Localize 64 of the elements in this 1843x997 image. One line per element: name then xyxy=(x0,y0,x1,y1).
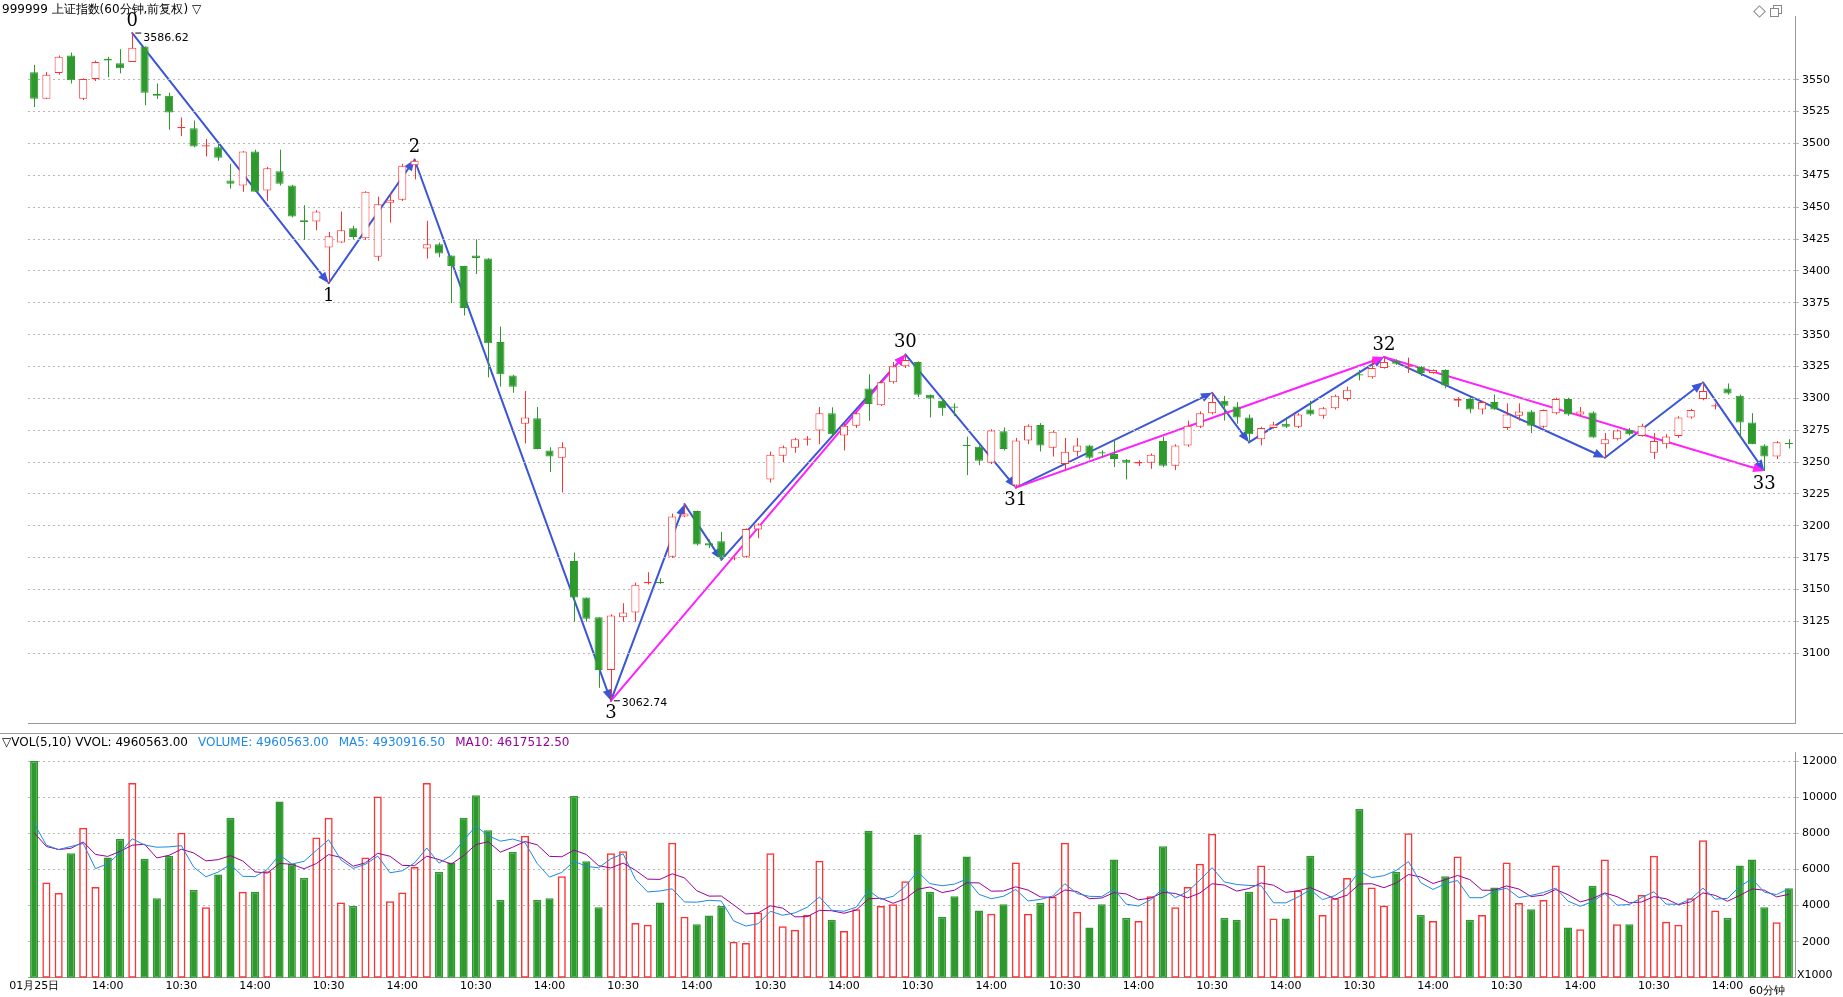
y-tick-label: 3100 xyxy=(1802,646,1830,660)
y-tick-label: 3500 xyxy=(1802,136,1830,150)
y-tick-label: 3425 xyxy=(1802,231,1830,245)
x-tick-label: 14:00 xyxy=(1122,979,1155,993)
x-tick-label: 10:30 xyxy=(460,979,492,993)
x-tick-label: 10:30 xyxy=(901,979,934,993)
x-tick-label: 10:30 xyxy=(607,979,639,993)
y-tick-label: 3400 xyxy=(1802,263,1830,277)
y-tick-label: 3450 xyxy=(1802,200,1830,214)
annotation: 3062.74 xyxy=(621,695,668,709)
x-tick-label: 14:00 xyxy=(1269,979,1302,993)
y-tick-label: 3475 xyxy=(1802,168,1830,182)
text: VOLUME: 4960563.00 xyxy=(197,735,329,749)
y-tick-label: 3225 xyxy=(1802,486,1830,500)
text: MA10: 4617512.50 xyxy=(455,735,570,749)
annotation: 3 xyxy=(605,701,617,723)
y-tick-label: 3300 xyxy=(1802,391,1830,405)
x-tick-label: 14:00 xyxy=(533,979,566,993)
y-tick-label: 3550 xyxy=(1802,72,1830,86)
y-tick-label: 10000 xyxy=(1802,790,1837,804)
y-tick-label: 3375 xyxy=(1802,295,1830,309)
annotation: 1 xyxy=(322,283,335,305)
y-tick-label: 6000 xyxy=(1802,862,1830,876)
text: MA5: 4930916.50 xyxy=(338,735,446,749)
y-tick-label: 3250 xyxy=(1802,454,1830,468)
y-tick-label: 4000 xyxy=(1802,898,1830,912)
y-tick-label: 3275 xyxy=(1802,423,1830,437)
x-tick-label: 01月25日 xyxy=(9,979,60,993)
y-tick-label: 3125 xyxy=(1802,614,1830,628)
x-tick-label: 14:00 xyxy=(828,979,860,993)
y-tick-label: 3525 xyxy=(1802,104,1830,118)
x-tick-label: 14:00 xyxy=(975,979,1008,993)
y-tick-label: 3175 xyxy=(1802,550,1830,564)
annotation: 3586.62 xyxy=(143,30,189,44)
y-tick-label: 3350 xyxy=(1802,327,1830,341)
x-tick-label: 10:30 xyxy=(1343,979,1376,993)
chart-title: ▽VOL(5,10) VVOL: 4960563.00 xyxy=(2,735,188,749)
x-tick-label: 10:30 xyxy=(1049,979,1081,993)
annotation: 32 xyxy=(1372,332,1396,354)
x-tick-label: 14:00 xyxy=(386,979,419,993)
x-tick-label: 14:00 xyxy=(239,979,271,993)
y-tick-label: 8000 xyxy=(1802,826,1830,840)
x-tick-label: 14:00 xyxy=(680,979,713,993)
y-tick-label: 12000 xyxy=(1802,753,1837,767)
x-tick-label: 14:00 xyxy=(91,979,124,993)
x-tick-label: 14:00 xyxy=(1417,979,1449,993)
text: X1000 xyxy=(1797,968,1833,981)
x-tick-label: 10:30 xyxy=(312,979,345,993)
y-tick-label: 3200 xyxy=(1802,518,1830,532)
annotation: 31 xyxy=(1004,488,1028,510)
annotation: 33 xyxy=(1752,471,1776,493)
x-tick-label: 10:30 xyxy=(1490,979,1523,993)
x-tick-label: 10:30 xyxy=(165,979,198,993)
x-tick-label: 10:30 xyxy=(1638,979,1670,993)
x-tick-label: 14:00 xyxy=(1564,979,1597,993)
y-tick-label: 2000 xyxy=(1802,934,1830,948)
annotation: 30 xyxy=(893,330,917,352)
y-tick-label: 3325 xyxy=(1802,359,1830,373)
x-tick-label: 10:30 xyxy=(754,979,787,993)
x-tick-label: 14:00 xyxy=(1711,979,1744,993)
y-tick-label: 3150 xyxy=(1802,582,1830,596)
x-tick-label: 10:30 xyxy=(1196,979,1228,993)
text: 60分钟 xyxy=(1749,983,1785,997)
annotation: 2 xyxy=(408,135,421,157)
